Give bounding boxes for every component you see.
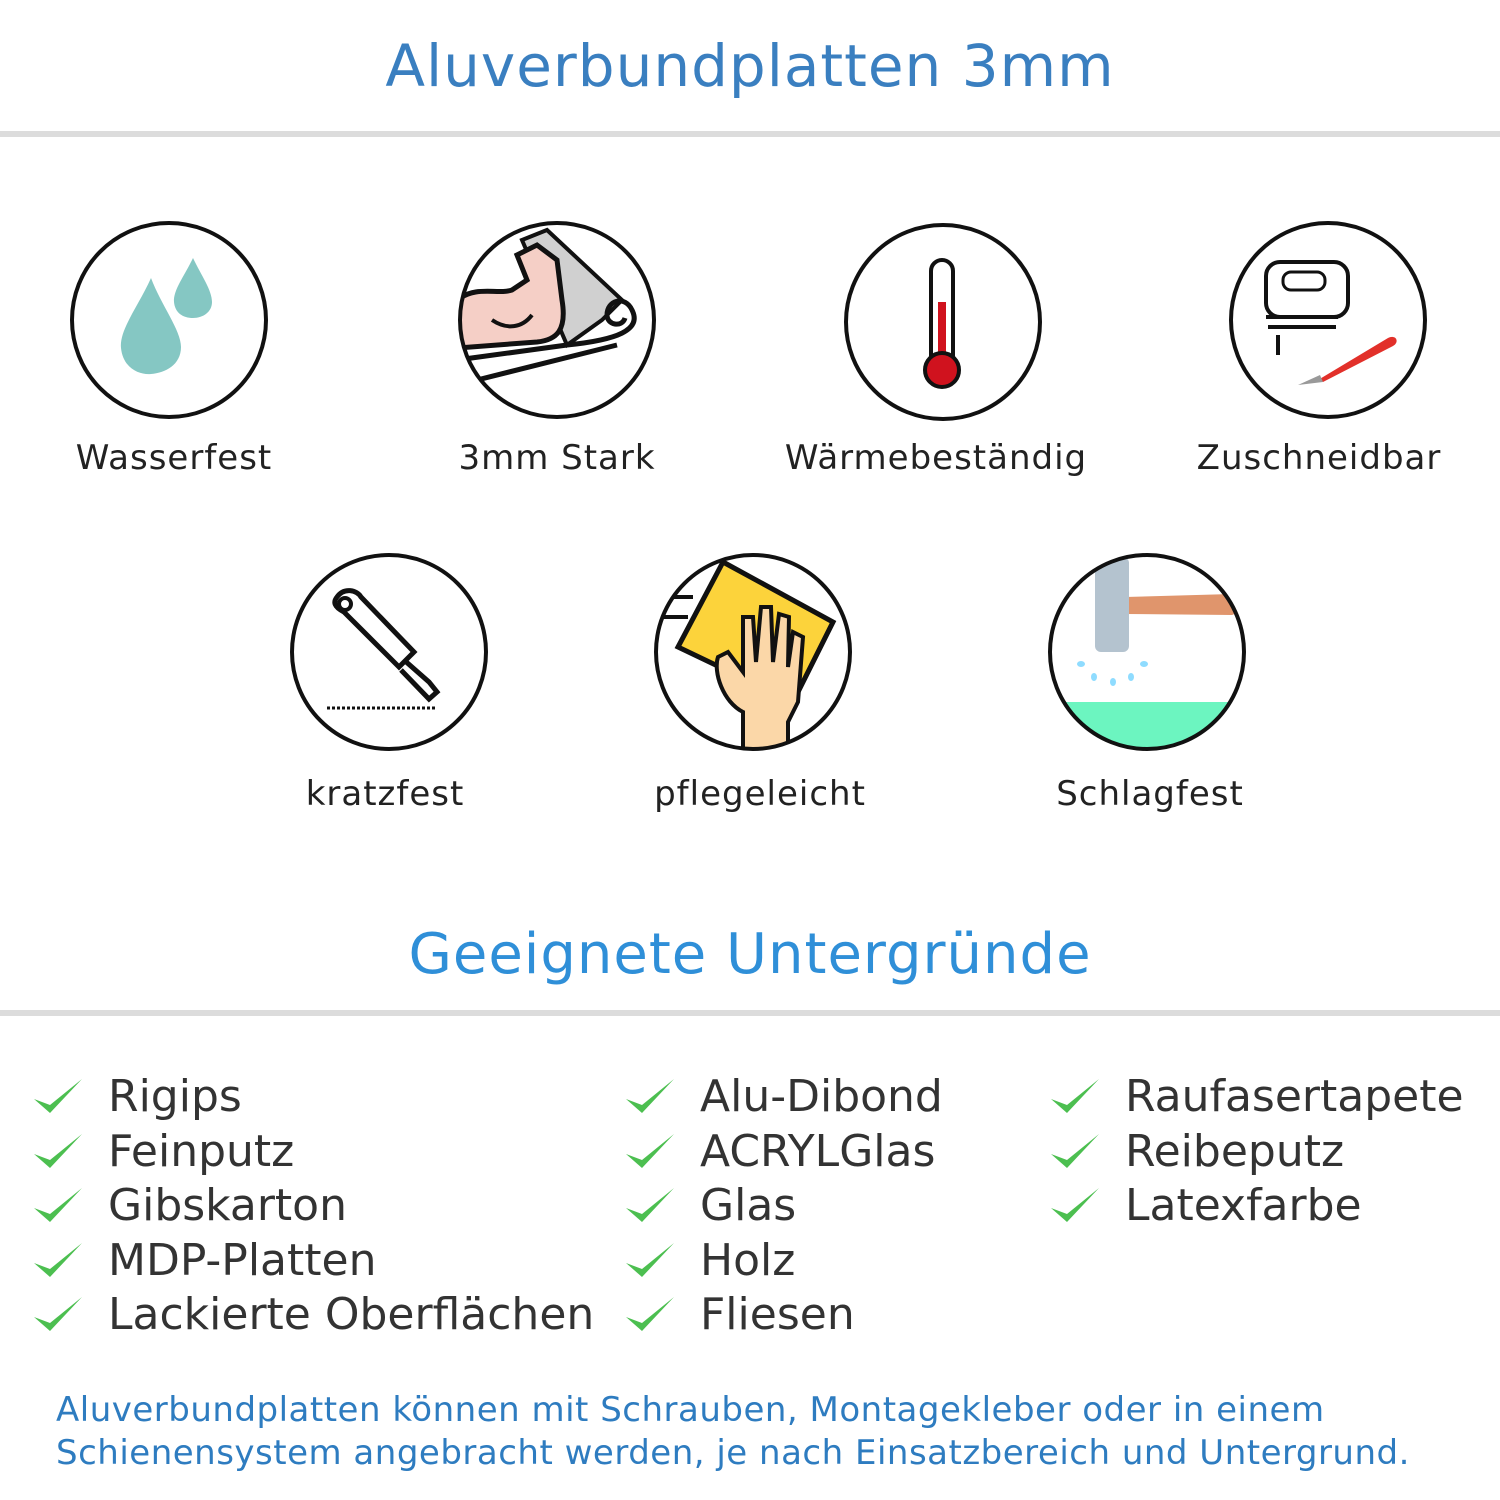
checkmark-icon: [34, 1188, 82, 1222]
checkmark-icon: [34, 1297, 82, 1331]
surface-label: Gibskarton: [108, 1180, 347, 1231]
checkmark-icon: [34, 1242, 82, 1277]
surface-item: Latexfarbe: [1049, 1179, 1362, 1233]
checkmark-icon: [626, 1079, 674, 1113]
surface-label: MDP-Platten: [108, 1234, 377, 1286]
note-line: Aluverbundplatten können mit Schrauben, …: [56, 1390, 1325, 1430]
divider: [0, 1010, 1500, 1016]
checkmark-icon: [34, 1079, 82, 1113]
surface-item: Holz: [624, 1234, 795, 1288]
checkmark-icon: [34, 1133, 82, 1168]
checkmark-icon: [626, 1188, 674, 1222]
surface-label: Alu-Dibond: [700, 1071, 943, 1122]
feature-label: Wärmebeständig: [784, 438, 1088, 478]
checkmark-icon: [1051, 1079, 1099, 1113]
surface-item: Gibskarton: [32, 1179, 347, 1233]
feature-label: Schlagfest: [1056, 774, 1244, 814]
surface-label: Glas: [700, 1180, 797, 1231]
feature-label: Zuschneidbar: [1196, 438, 1442, 478]
jigsaw-icon: [1229, 221, 1427, 419]
surface-item: Reibeputz: [1049, 1125, 1344, 1179]
strong-arm-icon: [458, 221, 656, 419]
cutter-knife-icon: [290, 553, 488, 751]
surface-label: Reibeputz: [1125, 1125, 1345, 1177]
feature-label: 3mm Stark: [458, 438, 656, 478]
divider: [0, 131, 1500, 137]
surface-item: Alu-Dibond: [624, 1070, 943, 1124]
surface-item: Raufasertapete: [1049, 1070, 1464, 1124]
surface-label: Rigips: [108, 1071, 242, 1122]
surface-item: Glas: [624, 1179, 796, 1233]
section-title: Geeignete Untergründe: [408, 922, 1092, 987]
page-title: Aluverbundplatten 3mm: [385, 32, 1115, 100]
surface-label: ACRYLGlas: [700, 1125, 936, 1177]
checkmark-icon: [626, 1242, 674, 1277]
feature-label: kratzfest: [305, 774, 465, 814]
surface-item: Fliesen: [624, 1288, 855, 1342]
hammer-icon: [1048, 553, 1246, 751]
note-line: Schienensystem angebracht werden, je nac…: [56, 1433, 1410, 1473]
feature-label: Wasserfest: [75, 438, 273, 478]
surface-label: Lackierte Oberflächen: [108, 1289, 595, 1340]
surface-label: Raufasertapete: [1125, 1071, 1464, 1122]
thermometer-icon: [844, 223, 1042, 421]
surface-item: ACRYLGlas: [624, 1125, 935, 1179]
surface-label: Latexfarbe: [1125, 1180, 1362, 1231]
checkmark-icon: [626, 1297, 674, 1331]
surface-item: Lackierte Oberflächen: [32, 1288, 594, 1342]
surface-item: Rigips: [32, 1070, 242, 1124]
feature-label: pflegeleicht: [654, 774, 866, 814]
surface-label: Feinputz: [108, 1125, 295, 1177]
checkmark-icon: [1051, 1133, 1099, 1168]
surface-label: Fliesen: [700, 1289, 855, 1340]
surface-item: Feinputz: [32, 1125, 294, 1179]
surface-item: MDP-Platten: [32, 1234, 376, 1288]
checkmark-icon: [1051, 1188, 1099, 1222]
cleaning-hand-icon: [654, 553, 852, 751]
checkmark-icon: [626, 1133, 674, 1168]
surface-label: Holz: [700, 1234, 796, 1286]
water-drops-icon: [70, 221, 268, 419]
